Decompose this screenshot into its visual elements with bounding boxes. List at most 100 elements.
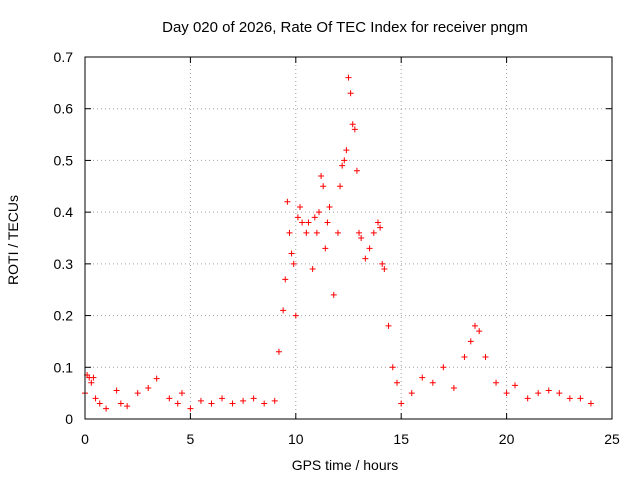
data-point [187, 405, 194, 412]
data-point [229, 400, 236, 407]
data-point [311, 214, 318, 221]
data-point [545, 387, 552, 394]
data-point [297, 203, 304, 210]
data-point [379, 260, 386, 267]
data-point [117, 400, 124, 407]
data-point [556, 390, 563, 397]
data-point [271, 397, 278, 404]
data-point [292, 312, 299, 319]
data-point [294, 214, 301, 221]
data-point [341, 157, 348, 164]
data-point [345, 74, 352, 81]
x-tick-label: 15 [393, 431, 409, 447]
data-point [370, 229, 377, 236]
y-tick-label: 0.2 [54, 308, 74, 324]
data-point [322, 245, 329, 252]
data-point [275, 348, 282, 355]
data-point [113, 387, 120, 394]
data-point [290, 260, 297, 267]
data-point [389, 364, 396, 371]
data-point [103, 405, 110, 412]
data-point [339, 162, 346, 169]
data-point [284, 198, 291, 205]
data-point [408, 390, 415, 397]
data-point [375, 219, 382, 226]
x-axis-label: GPS time / hours [292, 457, 399, 473]
data-point [309, 266, 316, 273]
data-point [440, 364, 447, 371]
data-point [351, 126, 358, 133]
x-tick-label: 25 [604, 431, 620, 447]
y-tick-label: 0.4 [54, 204, 74, 220]
data-point [535, 390, 542, 397]
data-point [347, 90, 354, 97]
data-point [92, 395, 99, 402]
data-point [240, 397, 247, 404]
grid-lines [85, 57, 612, 419]
data-point [503, 390, 510, 397]
y-tick-label: 0.5 [54, 152, 74, 168]
data-point [299, 219, 306, 226]
data-point [313, 229, 320, 236]
data-point [419, 374, 426, 381]
data-point [318, 172, 325, 179]
data-point [124, 403, 131, 410]
data-point [343, 147, 350, 154]
data-point [467, 338, 474, 345]
data-point [524, 395, 531, 402]
data-point [493, 379, 500, 386]
x-tick-label: 5 [187, 431, 195, 447]
data-point [320, 183, 327, 190]
data-point [261, 400, 268, 407]
data-point [197, 397, 204, 404]
data-point [219, 395, 226, 402]
data-point [337, 183, 344, 190]
data-point [450, 384, 457, 391]
data-point [330, 291, 337, 298]
data-point [315, 209, 322, 216]
x-tick-label: 10 [288, 431, 304, 447]
data-point [587, 400, 594, 407]
data-point [282, 276, 289, 283]
data-point [353, 167, 360, 174]
data-point [208, 400, 215, 407]
data-point [512, 382, 519, 389]
data-point [377, 224, 384, 231]
data-point [362, 255, 369, 262]
data-point [429, 379, 436, 386]
data-point [366, 245, 373, 252]
data-point [286, 229, 293, 236]
data-point [145, 384, 152, 391]
chart-title: Day 020 of 2026, Rate Of TEC Index for r… [162, 19, 528, 36]
data-point [393, 379, 400, 386]
data-point [134, 390, 141, 397]
data-point [324, 219, 331, 226]
x-tick-label: 20 [499, 431, 515, 447]
data-point [288, 250, 295, 257]
data-point [385, 322, 392, 329]
data-point [280, 307, 287, 314]
data-point [153, 375, 160, 382]
data-point [381, 266, 388, 273]
y-tick-label: 0.7 [54, 49, 74, 65]
data-point [577, 395, 584, 402]
plot-frame [84, 56, 613, 420]
y-axis-label: ROTI / TECUs [5, 195, 21, 285]
data-point [178, 390, 185, 397]
data-point [250, 395, 257, 402]
y-tick-label: 0.1 [54, 359, 74, 375]
axis-ticks: 0 5 10 15 20 25 0 0.1 0.2 0.3 0.4 0.5 0.6 0.7 [54, 49, 620, 447]
data-point [398, 400, 405, 407]
data-point [326, 203, 333, 210]
data-point [334, 229, 341, 236]
data-point [349, 121, 356, 128]
data-point [358, 235, 365, 241]
data-point [303, 229, 310, 236]
data-point [482, 353, 489, 360]
x-tick-label: 0 [81, 431, 89, 447]
data-point [476, 328, 483, 335]
data-point [166, 395, 173, 402]
data-point [88, 379, 95, 386]
data-point [305, 219, 312, 226]
